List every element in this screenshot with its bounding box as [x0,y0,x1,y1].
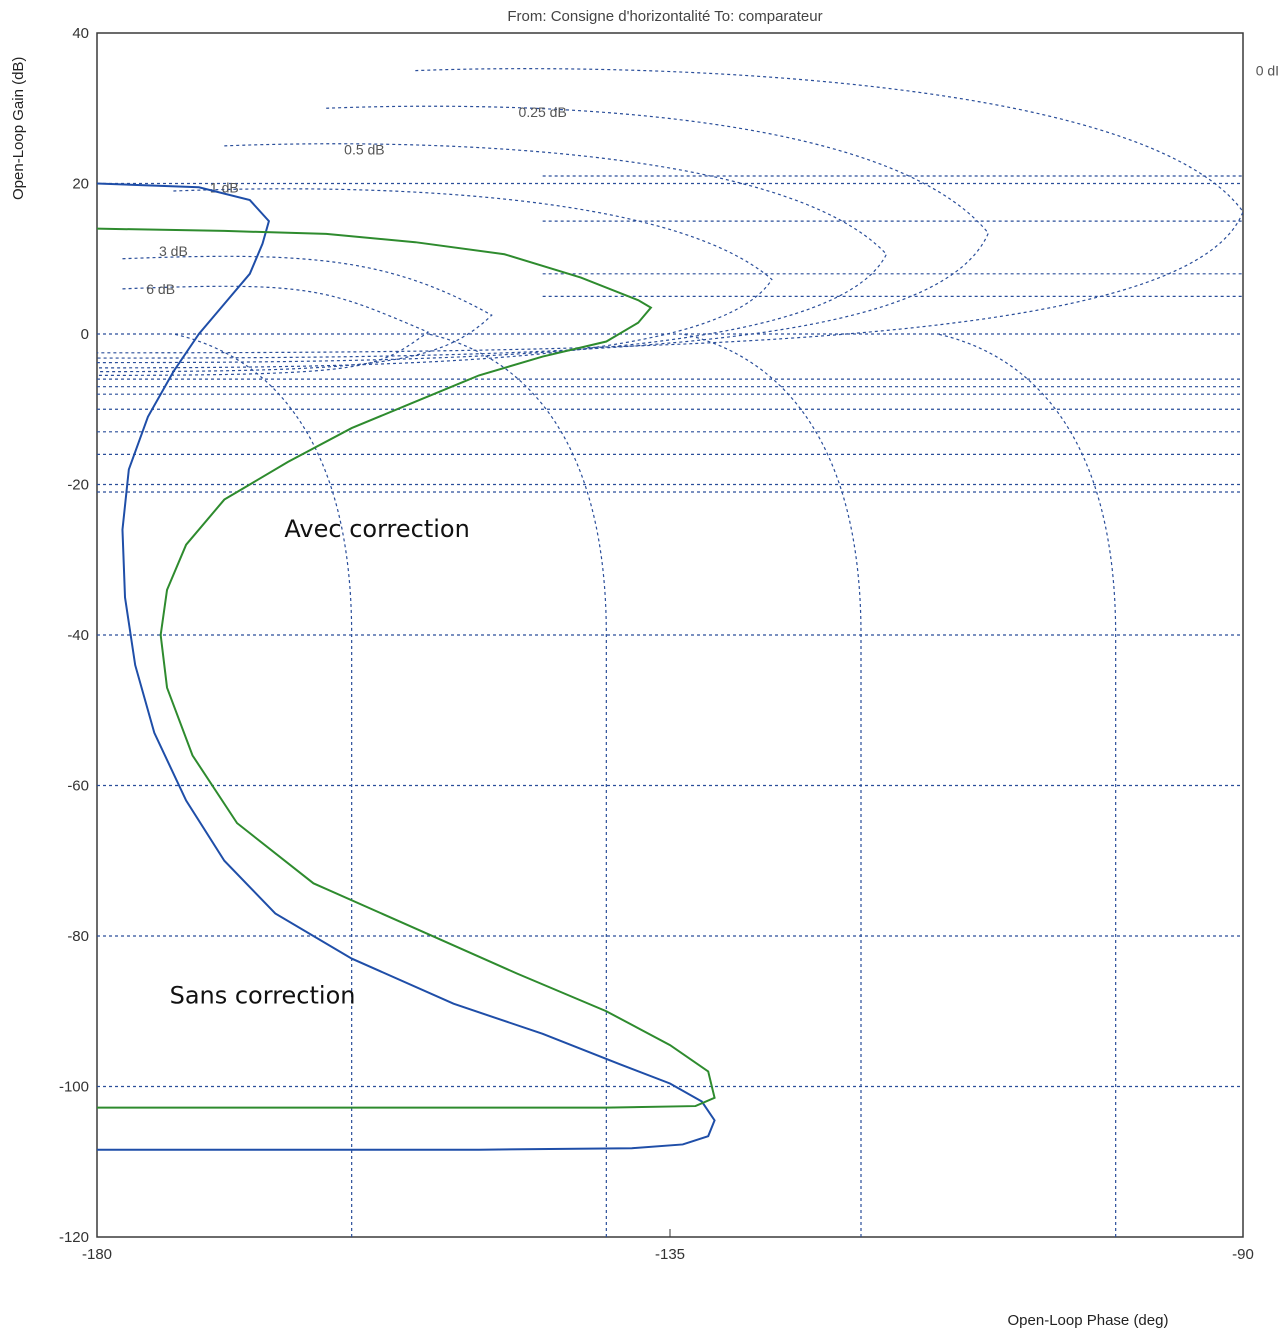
x-tick-label: -180 [82,1246,112,1263]
phase-contour [173,333,353,1237]
series-layer [96,182,716,1151]
contour-label: 6 dB [146,281,175,297]
phase-contour [682,333,862,1237]
y-tick-label: -20 [67,477,89,494]
x-axis-label: Open-Loop Phase (deg) [1008,1312,1169,1329]
y-tick-label: -100 [59,1079,89,1096]
y-tick-label: 20 [72,176,89,193]
y-tick-label: 40 [72,25,89,42]
contour-label: 0.25 dB [519,104,567,120]
curve-annotation: Avec correction [284,515,469,543]
chart-title: From: Consigne d'horizontalité To: compa… [507,8,822,25]
x-tick-label: -135 [655,1246,685,1263]
y-tick-label: 0 [81,326,89,343]
gain-contour [96,255,493,373]
y-tick-label: -60 [67,778,89,795]
contour-label: 0 dI [1256,63,1279,79]
series-line [96,227,716,1109]
y-tick-label: -120 [59,1229,89,1246]
phase-contour [427,333,607,1237]
gain-contour [96,188,773,369]
gain-contour [96,285,430,376]
phase-contour [937,333,1117,1237]
annotations: Avec correction Sans correction [170,515,470,1010]
x-tick-label: -90 [1232,1246,1254,1263]
gain-contour [96,68,1244,354]
series-line [96,182,716,1151]
y-tick-label: -40 [67,627,89,644]
y-tick-label: -80 [67,928,89,945]
curve-annotation: Sans correction [170,982,356,1010]
tick-labels: 40 20 0 -20 -40 -60 -80 -100 -120-180 -135 -90 [59,25,1254,1263]
m-circle-contours: 0.25 dB0.5 dB1 dB3 dB6 dB0 dI [96,63,1279,1237]
gain-contour [96,105,990,359]
contour-label: 3 dB [159,243,188,259]
contour-label: 0.5 dB [344,142,384,158]
y-axis-label: Open-Loop Gain (dB) [10,57,27,200]
grid-layer [97,182,1243,1088]
